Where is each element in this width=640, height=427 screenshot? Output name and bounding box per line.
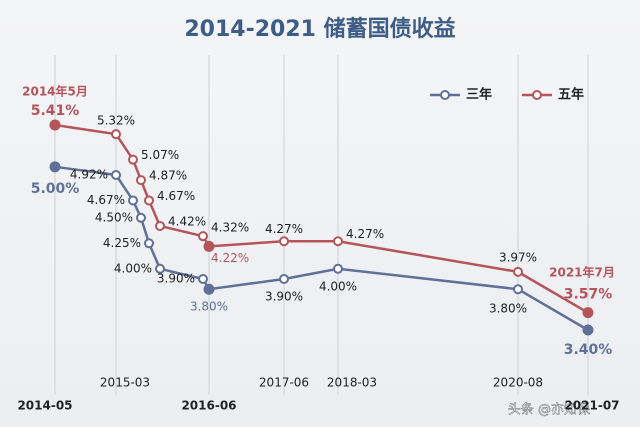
series-line [54,165,589,332]
data-point [203,240,215,252]
legend-label: 三年 [466,87,492,103]
data-label: 5.41% [31,103,80,119]
data-point [111,169,121,180]
x-tick-label: 2020-08 [493,376,543,390]
data-point [155,263,165,274]
data-point [198,231,208,242]
data-point [49,161,61,173]
x-tick-label: 2015-03 [100,376,150,390]
data-point [128,154,138,165]
data-label: 4.92% [70,167,108,181]
data-label: 4.50% [95,210,133,224]
watermark: 头条 @亦知保 [508,402,590,418]
data-label: 4.42% [168,214,206,228]
legend-marker [532,90,542,100]
annotation: 2014年5月 [22,84,88,99]
data-point [111,129,121,140]
data-label: 5.00% [31,181,80,197]
x-tick-label: 2016-06 [181,399,236,413]
data-point [279,236,289,247]
series-line [54,123,589,314]
data-label: 3.90% [157,272,195,286]
data-point [49,119,61,131]
data-label: 3.97% [499,250,537,264]
data-label: 4.00% [114,261,152,275]
data-point [155,220,165,231]
data-point [513,284,523,295]
data-point [144,238,154,249]
data-point [279,274,289,285]
data-point [136,212,146,223]
data-label: 5.32% [97,114,135,128]
x-tick-label: 2014-05 [17,399,72,413]
data-point [513,266,523,277]
legend-marker [440,90,450,100]
x-tick-label: 2018-03 [327,376,377,390]
chart-title: 2014-2021 储蓄国债收益 [184,16,455,42]
data-label: 5.07% [141,148,179,162]
data-label: 3.40% [564,342,613,358]
data-label: 4.67% [157,189,195,203]
data-label: 3.80% [190,300,228,314]
data-point [198,274,208,285]
data-point [203,283,215,295]
x-tick-label: 2017-06 [259,376,309,390]
data-point [128,195,138,206]
annotation: 2021年7月 [549,265,615,280]
data-point [582,307,594,319]
data-label: 4.87% [149,169,187,183]
legend-label: 五年 [558,87,584,103]
x-tick-label: 2021-07 [564,399,619,413]
data-label: 4.00% [319,279,357,293]
data-point [582,324,594,336]
data-label: 3.57% [564,287,613,303]
data-point [333,263,343,274]
data-label: 3.90% [265,290,303,304]
data-point [144,195,154,206]
data-label: 4.67% [87,193,125,207]
data-label: 4.27% [265,222,303,236]
data-label: 4.25% [103,236,141,250]
data-point [136,175,146,186]
data-point [333,236,343,247]
data-label: 4.27% [346,227,384,241]
data-label: 4.22% [211,251,249,265]
data-label: 4.32% [211,221,249,235]
data-label: 3.80% [489,302,527,316]
